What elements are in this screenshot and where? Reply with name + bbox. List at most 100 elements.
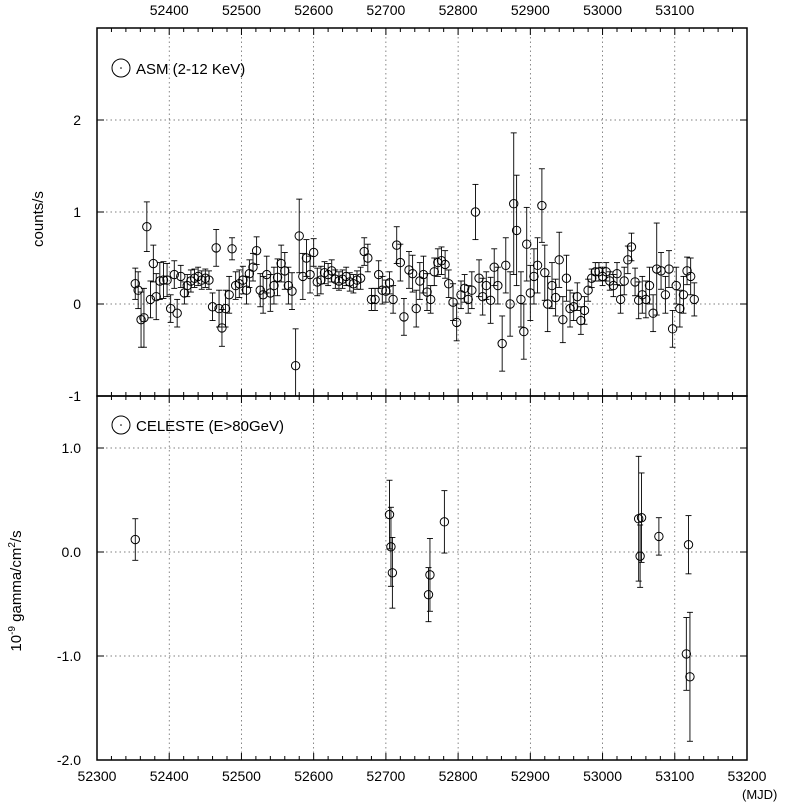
data-marker bbox=[485, 295, 496, 306]
data-point bbox=[660, 275, 671, 314]
data-point bbox=[644, 266, 655, 305]
bottom-x-tick-label: 52800 bbox=[439, 768, 478, 784]
data-point bbox=[425, 285, 436, 314]
data-marker bbox=[366, 294, 377, 305]
data-marker bbox=[384, 509, 395, 520]
data-point bbox=[667, 309, 678, 348]
data-point bbox=[145, 280, 156, 319]
data-marker bbox=[241, 285, 252, 295]
data-marker bbox=[214, 303, 224, 314]
data-point bbox=[423, 567, 434, 623]
top-x-tick-label: 52700 bbox=[366, 2, 405, 18]
y-tick-label: 2 bbox=[73, 112, 81, 128]
data-point bbox=[248, 252, 258, 282]
data-point bbox=[255, 273, 265, 308]
data-marker bbox=[425, 570, 435, 580]
data-marker bbox=[301, 253, 312, 263]
data-marker bbox=[280, 266, 290, 276]
data-point bbox=[359, 237, 369, 266]
data-marker bbox=[148, 258, 159, 269]
data-marker bbox=[217, 323, 227, 333]
celeste-legend-symbol bbox=[111, 415, 131, 435]
celeste-y-label-end: /s bbox=[8, 530, 25, 542]
data-marker bbox=[675, 303, 685, 314]
celeste-legend-symbol-dot bbox=[120, 424, 122, 426]
data-marker bbox=[411, 303, 421, 314]
x-axis-unit-label: (MJD) bbox=[742, 787, 777, 802]
data-marker bbox=[133, 285, 143, 295]
data-marker bbox=[265, 288, 276, 298]
data-point bbox=[165, 294, 176, 323]
data-marker bbox=[169, 269, 179, 280]
top-x-tick-label: 53100 bbox=[655, 2, 694, 18]
data-marker bbox=[497, 338, 507, 349]
data-point bbox=[509, 132, 519, 276]
bottom-x-tick-label: 53200 bbox=[728, 768, 767, 784]
data-point bbox=[308, 238, 319, 267]
data-marker bbox=[204, 275, 214, 285]
data-marker bbox=[172, 308, 182, 318]
data-marker bbox=[294, 231, 304, 241]
bottom-x-tick-label: 52400 bbox=[150, 768, 189, 784]
data-point bbox=[422, 273, 432, 311]
data-point bbox=[399, 298, 409, 336]
data-point bbox=[130, 518, 140, 561]
data-point bbox=[411, 289, 421, 328]
data-marker bbox=[224, 290, 234, 300]
top-x-tick-label: 53000 bbox=[583, 2, 622, 18]
data-point bbox=[276, 244, 286, 283]
data-marker bbox=[558, 314, 568, 325]
data-point bbox=[439, 490, 450, 554]
data-marker bbox=[399, 312, 409, 322]
data-marker bbox=[363, 253, 373, 263]
data-point bbox=[355, 266, 366, 290]
data-marker bbox=[423, 589, 434, 600]
asm-legend: ASM (2-12 KeV) bbox=[111, 58, 245, 78]
asm-legend-symbol bbox=[111, 58, 131, 78]
data-marker bbox=[493, 280, 503, 291]
data-point bbox=[262, 255, 272, 294]
data-marker bbox=[619, 276, 629, 286]
data-marker bbox=[158, 275, 169, 285]
data-marker bbox=[386, 542, 396, 552]
data-marker bbox=[681, 649, 692, 659]
data-marker bbox=[525, 288, 536, 298]
data-marker bbox=[463, 294, 473, 305]
data-point bbox=[576, 306, 586, 335]
data-point bbox=[537, 168, 547, 243]
bottom-x-tick-label: 52500 bbox=[222, 768, 261, 784]
top-x-tick-label: 52600 bbox=[294, 2, 333, 18]
data-marker bbox=[685, 271, 696, 282]
data-marker bbox=[644, 280, 655, 291]
data-marker bbox=[308, 247, 319, 258]
data-marker bbox=[269, 280, 279, 291]
data-marker bbox=[550, 292, 561, 303]
bottom-x-tick-label: 52300 bbox=[78, 768, 117, 784]
data-marker bbox=[327, 266, 337, 276]
data-marker bbox=[519, 326, 529, 337]
data-point bbox=[648, 294, 658, 333]
celeste-legend: CELESTE (E>80GeV) bbox=[111, 415, 284, 435]
data-marker bbox=[238, 275, 248, 285]
y-tick-label: -1 bbox=[69, 388, 82, 404]
data-marker bbox=[641, 294, 651, 305]
data-marker bbox=[509, 199, 519, 209]
data-point bbox=[664, 250, 674, 288]
data-point bbox=[204, 270, 214, 290]
celeste-y-label-exp: -9 bbox=[7, 626, 18, 635]
data-point bbox=[386, 506, 396, 587]
data-marker bbox=[287, 286, 297, 296]
data-point bbox=[685, 257, 696, 296]
data-marker bbox=[220, 303, 231, 314]
celeste-grid bbox=[97, 396, 747, 760]
data-marker bbox=[683, 540, 694, 550]
data-point bbox=[373, 260, 384, 289]
data-point bbox=[683, 515, 694, 575]
data-marker bbox=[176, 271, 186, 282]
data-point bbox=[265, 274, 276, 312]
celeste-y-label-mid: gamma/cm bbox=[8, 548, 25, 626]
data-marker bbox=[529, 271, 539, 282]
data-marker bbox=[626, 242, 637, 252]
data-point bbox=[172, 298, 182, 328]
